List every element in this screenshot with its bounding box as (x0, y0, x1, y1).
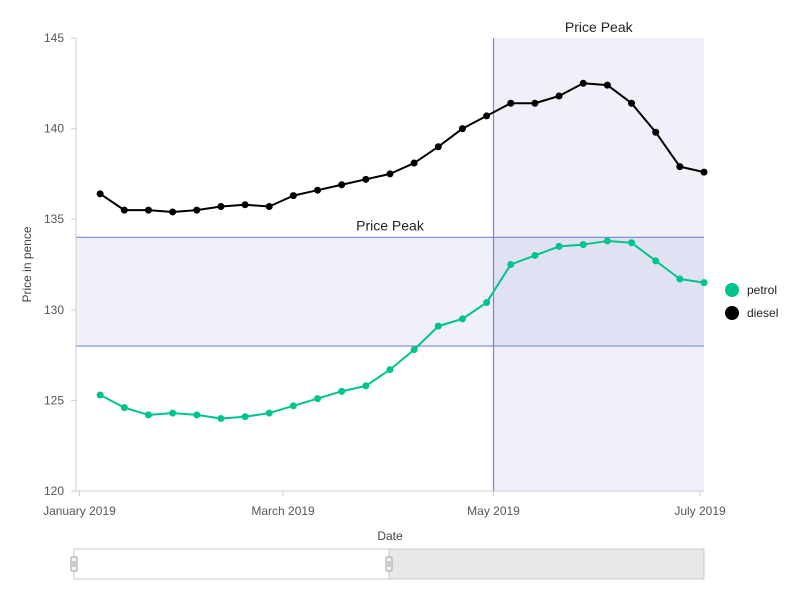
diesel-point (458, 125, 466, 133)
diesel-point (555, 92, 563, 100)
diesel-point (120, 206, 128, 214)
y-tick-label: 130 (44, 303, 64, 317)
series-lines (96, 79, 708, 423)
petrol-point (362, 382, 370, 390)
legend-item-diesel[interactable]: diesel (725, 306, 778, 320)
diesel-point (507, 99, 515, 107)
diesel-point (603, 81, 611, 89)
legend: petrol diesel (725, 283, 778, 320)
diesel-point (410, 159, 418, 167)
petrol-point (700, 279, 708, 287)
petrol-point (338, 387, 346, 395)
legend-marker (725, 306, 739, 320)
legend-item-petrol[interactable]: petrol (725, 283, 777, 297)
petrol-point (531, 251, 539, 259)
range-slider[interactable] (70, 548, 705, 580)
diesel-point (314, 186, 322, 194)
y-tick-label: 145 (44, 31, 64, 45)
petrol-point (434, 322, 442, 330)
petrol-point (386, 366, 394, 374)
diesel-point (144, 206, 152, 214)
petrol-point (652, 257, 660, 265)
petrol-line (99, 239, 705, 420)
slider-start-handle[interactable] (70, 556, 78, 572)
annotation-bands (76, 38, 704, 491)
diesel-point (96, 190, 104, 198)
diesel-point (531, 99, 539, 107)
petrol-point (289, 402, 297, 410)
diesel-point (386, 170, 394, 178)
diesel-point (676, 163, 684, 171)
x-tick-label: March 2019 (251, 504, 315, 518)
diesel-point (265, 203, 273, 211)
petrol-point (314, 395, 322, 403)
petrol-point (241, 413, 249, 421)
petrol-point (458, 315, 466, 323)
y-tick-label: 135 (44, 212, 64, 226)
series-diesel (96, 79, 708, 216)
petrol-point (507, 261, 515, 268)
slider-handle-grip[interactable] (385, 556, 393, 572)
annotation-labels: Price Peak Price Peak (356, 19, 633, 233)
petrol-point (603, 237, 611, 245)
petrol-point (579, 241, 587, 249)
x-tick-label: January 2019 (43, 504, 116, 518)
horizontal-band (76, 237, 704, 347)
y-tick-label: 140 (44, 122, 64, 136)
diesel-point (338, 181, 346, 189)
slider-end-handle[interactable] (385, 556, 393, 572)
diesel-point (700, 168, 708, 176)
series-petrol (96, 237, 708, 423)
diesel-point (652, 128, 660, 136)
legend-label: petrol (747, 283, 777, 297)
petrol-point (193, 411, 201, 419)
petrol-point (217, 415, 225, 423)
petrol-point (120, 404, 128, 412)
slider-selection[interactable] (73, 548, 390, 580)
x-axis-title: Date (377, 529, 403, 543)
vertical-band-label: Price Peak (565, 19, 634, 35)
diesel-point (362, 175, 370, 183)
diesel-line (99, 82, 705, 213)
diesel-point (289, 192, 297, 200)
diesel-point (483, 112, 491, 120)
slider-handle-grip[interactable] (70, 556, 78, 572)
legend-label: diesel (747, 306, 778, 320)
diesel-point (217, 203, 225, 211)
y-tick-label: 120 (44, 484, 64, 498)
vertical-band (493, 38, 704, 491)
legend-marker (725, 283, 739, 297)
petrol-point (628, 239, 636, 247)
petrol-point (265, 409, 273, 417)
x-tick-label: May 2019 (467, 504, 520, 518)
diesel-point (579, 79, 587, 87)
petrol-point (410, 346, 418, 354)
diesel-point (169, 208, 177, 216)
y-tick-label: 125 (44, 393, 64, 407)
petrol-point (144, 411, 152, 419)
petrol-point (96, 391, 104, 399)
petrol-point (676, 275, 684, 283)
x-tick-label: July 2019 (674, 504, 726, 518)
axes: 120 125 130 135 140 145 January 2019 March 2019… (20, 31, 726, 543)
diesel-point (193, 206, 201, 214)
petrol-point (555, 242, 563, 250)
diesel-point (628, 99, 636, 107)
petrol-point (483, 299, 491, 307)
diesel-point (434, 143, 442, 151)
horizontal-band-label: Price Peak (356, 217, 425, 233)
diesel-point (241, 201, 249, 209)
y-axis-title: Price in pence (20, 226, 34, 302)
petrol-point (169, 409, 177, 417)
